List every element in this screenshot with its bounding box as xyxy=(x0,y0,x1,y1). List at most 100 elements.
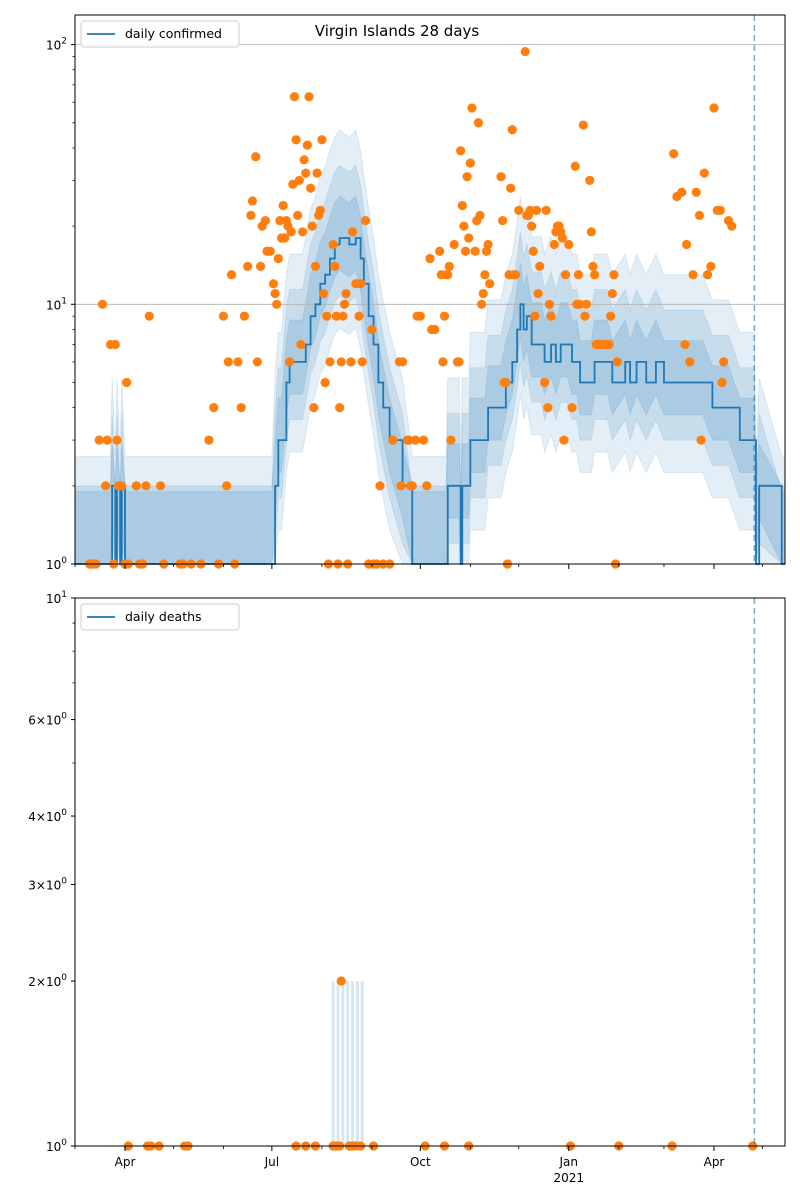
data-point xyxy=(101,481,111,491)
data-point xyxy=(272,299,282,309)
data-point xyxy=(141,481,151,491)
data-point xyxy=(439,311,450,321)
data-point xyxy=(273,253,283,264)
data-point xyxy=(527,221,537,231)
data-point xyxy=(251,152,261,162)
data-point xyxy=(694,210,705,220)
data-point xyxy=(336,976,346,986)
x-tick-label: Apr xyxy=(115,1155,136,1169)
data-point xyxy=(530,311,540,321)
data-point xyxy=(388,435,398,445)
data-point xyxy=(397,357,408,367)
data-point xyxy=(544,299,555,309)
y-tick-label: 6×100 xyxy=(28,712,67,728)
data-point xyxy=(236,403,246,413)
data-point xyxy=(460,246,471,256)
data-point xyxy=(685,357,695,367)
data-point xyxy=(299,155,309,165)
data-point xyxy=(325,357,335,367)
data-point xyxy=(688,270,698,280)
data-point xyxy=(691,187,701,197)
data-point xyxy=(315,205,325,215)
uncertainty-band xyxy=(336,981,340,1146)
data-point xyxy=(677,187,687,197)
data-point xyxy=(268,279,279,289)
data-point xyxy=(328,239,338,250)
data-point xyxy=(367,324,377,335)
data-point xyxy=(297,227,308,237)
chart-title: Virgin Islands 28 days xyxy=(315,22,480,40)
daily-confirmed-line xyxy=(75,237,785,565)
data-point xyxy=(589,270,600,280)
data-point xyxy=(715,205,726,215)
data-point xyxy=(727,221,737,231)
data-point xyxy=(506,183,516,193)
data-point xyxy=(430,324,440,335)
data-point xyxy=(706,261,716,271)
data-point xyxy=(293,210,303,220)
data-point xyxy=(396,481,406,491)
data-point xyxy=(699,168,709,178)
data-point xyxy=(144,311,154,321)
y-tick-label: 101 xyxy=(46,590,67,606)
data-point xyxy=(310,261,321,271)
y-tick-label: 2×100 xyxy=(28,973,67,989)
data-point xyxy=(375,481,385,491)
data-point xyxy=(209,403,219,413)
y-tick-label: 100 xyxy=(46,1138,67,1154)
data-point xyxy=(604,339,614,350)
data-point xyxy=(317,135,327,145)
data-point xyxy=(588,261,598,271)
y-tick-label: 100 xyxy=(46,556,67,572)
data-point xyxy=(498,216,508,226)
legend-box xyxy=(80,603,240,631)
data-point xyxy=(360,216,371,226)
data-point xyxy=(586,227,596,237)
data-point xyxy=(223,357,233,367)
data-point xyxy=(255,261,266,271)
data-point xyxy=(296,339,306,350)
data-point xyxy=(131,481,141,491)
data-point xyxy=(407,481,417,491)
data-point xyxy=(501,377,511,388)
y-tick-label: 102 xyxy=(46,37,67,53)
data-point xyxy=(204,435,214,445)
data-point xyxy=(289,92,300,102)
data-point xyxy=(570,161,580,171)
data-point xyxy=(330,261,340,271)
x-tick-label: Jan xyxy=(559,1155,579,1169)
uncertainty-band xyxy=(341,981,345,1146)
data-point xyxy=(443,270,453,280)
data-point xyxy=(112,435,122,445)
x-tick-label: Apr xyxy=(704,1155,725,1169)
data-point xyxy=(312,168,322,178)
data-point xyxy=(354,311,364,321)
data-point xyxy=(331,311,342,321)
data-point xyxy=(514,205,524,215)
data-point xyxy=(483,239,493,250)
data-point xyxy=(585,175,595,185)
data-point xyxy=(541,205,551,215)
data-point xyxy=(336,357,346,367)
x-year-label: 2021 xyxy=(553,1171,584,1185)
data-point xyxy=(543,403,553,413)
data-point xyxy=(270,288,280,299)
data-point xyxy=(465,158,475,168)
data-point xyxy=(404,435,414,445)
data-point xyxy=(246,210,256,220)
data-point xyxy=(110,339,120,350)
data-point xyxy=(280,233,290,243)
data-point xyxy=(339,299,350,309)
axes-frame xyxy=(74,597,786,1147)
data-point xyxy=(478,288,488,299)
data-point xyxy=(535,261,545,271)
data-point xyxy=(265,246,275,256)
y-tick-label: 3×100 xyxy=(28,877,67,893)
data-point xyxy=(612,357,622,367)
data-point xyxy=(559,435,569,445)
data-point xyxy=(609,270,619,280)
data-point xyxy=(243,261,253,271)
data-point xyxy=(702,270,713,280)
data-point xyxy=(573,270,584,280)
